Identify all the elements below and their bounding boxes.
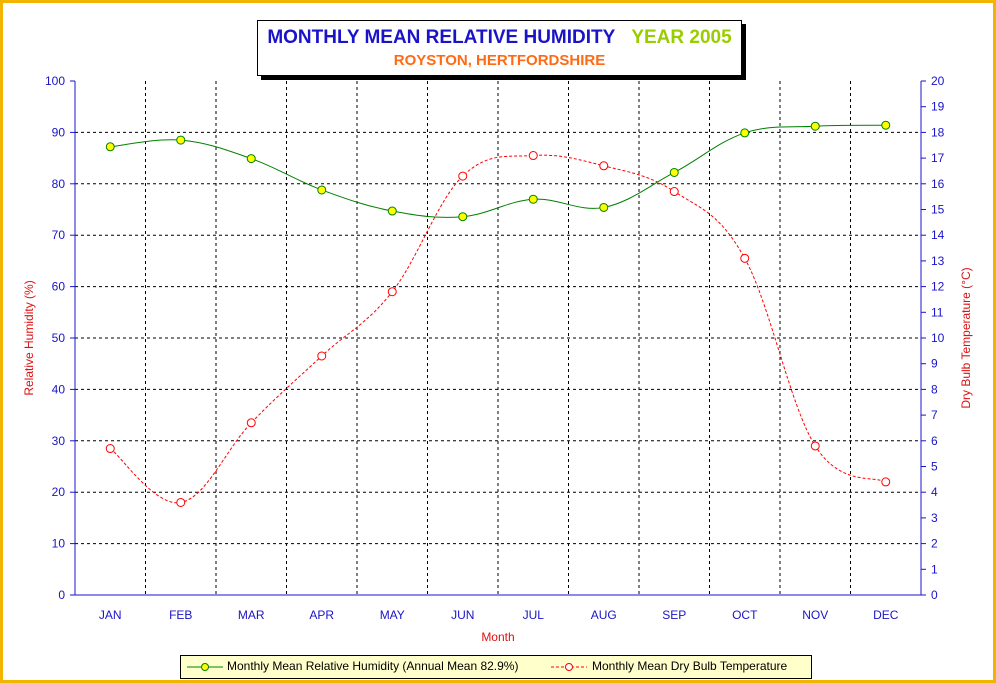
humidity-point: [317, 185, 327, 195]
legend-rh-swatch: [187, 663, 223, 671]
y-left-tick-label: 50: [52, 331, 66, 345]
y-right-axis-title: Dry Bulb Temperature (°C): [959, 267, 973, 408]
y-left-tick-label: 70: [52, 228, 66, 242]
humidity-point: [387, 206, 397, 216]
temperature-point: [599, 161, 609, 171]
y-right-tick-label: 14: [931, 228, 945, 242]
y-right-tick-label: 20: [931, 74, 945, 88]
y-left-tick-label: 80: [52, 177, 66, 191]
y-left-tick-label: 0: [58, 588, 65, 602]
chart-title: MONTHLY MEAN RELATIVE HUMIDITY: [267, 27, 616, 48]
y-right-tick-label: 18: [931, 125, 945, 139]
chart-year: YEAR 2005: [631, 27, 732, 48]
x-tick-label: OCT: [732, 608, 758, 622]
humidity-line: [110, 124, 886, 218]
y-right-tick-label: 9: [931, 357, 938, 371]
temperature-point: [176, 497, 186, 507]
y-right-tick-label: 16: [931, 177, 945, 191]
legend: Monthly Mean Relative Humidity (Annual M…: [180, 655, 812, 679]
y-right-tick-label: 1: [931, 562, 938, 576]
chart-subtitle: ROYSTON, HERTFORDSHIRE: [393, 52, 606, 69]
y-left-tick-label: 100: [45, 74, 65, 88]
title-line: MONTHLY MEAN RELATIVE HUMIDITY YEAR 2005: [258, 27, 741, 49]
x-tick-label: FEB: [169, 608, 192, 622]
temperature-point: [669, 187, 679, 197]
humidity-point: [105, 142, 115, 152]
temperature-point: [740, 253, 750, 263]
y-left-tick-label: 30: [52, 434, 66, 448]
y-right-tick-label: 4: [931, 485, 938, 499]
y-right-tick-label: 15: [931, 203, 945, 217]
legend-temp-swatch: [551, 663, 587, 671]
temperature-point: [528, 151, 538, 161]
temperature-point: [387, 287, 397, 297]
y-right-tick-label: 3: [931, 511, 938, 525]
title-box: MONTHLY MEAN RELATIVE HUMIDITY YEAR 2005 …: [257, 20, 742, 76]
y-left-axis-title: Relative Humidity (%): [22, 280, 36, 395]
y-right-tick-label: 0: [931, 588, 938, 602]
y-left-tick-label: 10: [52, 537, 66, 551]
x-axis-title: Month: [481, 630, 514, 644]
humidity-point: [810, 121, 820, 131]
x-tick-label: MAY: [380, 608, 405, 622]
y-right-tick-label: 5: [931, 460, 938, 474]
legend-temp-label: Monthly Mean Dry Bulb Temperature: [592, 659, 788, 673]
x-tick-label: MAR: [238, 608, 265, 622]
y-right-tick-label: 2: [931, 537, 938, 551]
y-right-tick-label: 17: [931, 151, 945, 165]
x-tick-label: SEP: [662, 608, 686, 622]
y-right-tick-label: 11: [931, 305, 944, 319]
y-right-tick-label: 12: [931, 280, 945, 294]
temperature-point: [810, 441, 820, 451]
y-left-tick-label: 90: [52, 125, 66, 139]
humidity-point: [669, 167, 679, 177]
y-left-tick-label: 40: [52, 382, 66, 396]
y-left-tick-label: 20: [52, 485, 66, 499]
temperature-point: [458, 171, 468, 181]
temperature-point: [881, 477, 891, 487]
x-tick-label: AUG: [591, 608, 617, 622]
humidity-point: [176, 135, 186, 145]
temperature-point: [317, 351, 327, 361]
y-left-tick-label: 60: [52, 280, 66, 294]
legend-rh-label: Monthly Mean Relative Humidity (Annual M…: [227, 659, 519, 673]
x-tick-label: APR: [309, 608, 334, 622]
x-tick-label: JUL: [523, 608, 545, 622]
humidity-point: [599, 202, 609, 212]
y-right-tick-label: 8: [931, 382, 938, 396]
temperature-line: [109, 154, 886, 503]
x-tick-label: NOV: [802, 608, 828, 622]
temperature-point: [105, 444, 115, 454]
y-right-tick-label: 10: [931, 331, 945, 345]
humidity-point: [528, 194, 538, 204]
y-right-tick-label: 6: [931, 434, 938, 448]
x-tick-label: DEC: [873, 608, 899, 622]
humidity-point: [881, 120, 891, 130]
y-right-tick-label: 7: [931, 408, 938, 422]
y-right-tick-label: 13: [931, 254, 945, 268]
x-tick-label: JUN: [451, 608, 474, 622]
humidity-point: [458, 212, 468, 222]
humidity-point: [246, 154, 256, 164]
humidity-point: [740, 128, 750, 138]
temperature-point: [246, 418, 256, 428]
y-right-tick-label: 19: [931, 100, 945, 114]
x-tick-label: JAN: [99, 608, 122, 622]
